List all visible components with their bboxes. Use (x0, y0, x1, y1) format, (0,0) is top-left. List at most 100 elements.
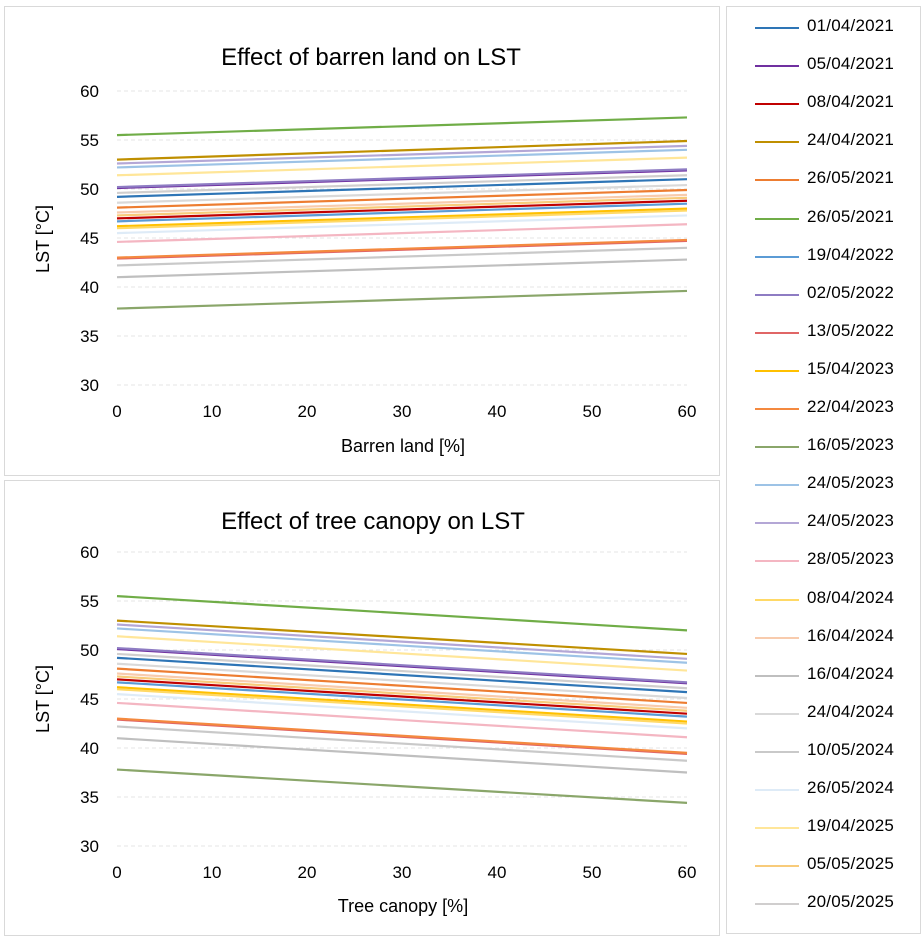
legend-label: 05/04/2021 (807, 54, 895, 74)
legend-label: 05/05/2025 (807, 854, 895, 874)
legend-swatch (755, 179, 799, 182)
y-tick-label: 50 (80, 180, 99, 199)
legend-swatch (755, 217, 799, 220)
y-tick-label: 60 (80, 82, 99, 101)
legend-item: 24/05/2023 (727, 506, 920, 540)
x-tick-label: 40 (488, 402, 507, 421)
series-line (116, 214, 688, 235)
legend-swatch (755, 293, 799, 296)
legend-item: 16/05/2023 (727, 430, 920, 464)
x-axis-label: Barren land [%] (341, 436, 465, 456)
legend-swatch (755, 560, 799, 563)
legend-label: 28/05/2023 (807, 549, 895, 569)
legend-item: 08/04/2024 (727, 583, 920, 617)
legend-item: 22/04/2023 (727, 392, 920, 426)
series-line (116, 678, 688, 715)
legend-swatch (755, 827, 799, 830)
legend-item: 24/04/2024 (727, 697, 920, 731)
legend-item: 26/05/2021 (727, 163, 920, 197)
legend-item: 01/04/2021 (727, 11, 920, 45)
legend-label: 15/04/2023 (807, 358, 895, 378)
legend-item: 26/05/2024 (727, 773, 920, 807)
series-line (116, 675, 688, 712)
legend-label: 02/05/2022 (807, 282, 895, 302)
legend-label: 19/04/2025 (807, 816, 895, 836)
series-line (116, 168, 688, 189)
legend-label: 26/05/2024 (807, 778, 895, 797)
legend-item: 05/05/2025 (727, 849, 920, 883)
x-tick-label: 20 (298, 863, 317, 882)
y-tick-label: 45 (80, 229, 99, 248)
legend-swatch (755, 674, 799, 677)
y-tick-label: 45 (80, 690, 99, 709)
series-line (116, 196, 688, 217)
series-line (116, 667, 688, 705)
y-axis-label: LST [°C] (33, 665, 53, 733)
y-tick-label: 40 (80, 278, 99, 297)
legend-item: 19/04/2025 (727, 811, 920, 845)
chart-legend: 01/04/2021 05/04/2021 08/04/2021 24/04/2021… (726, 6, 921, 934)
series-line (116, 183, 688, 204)
series-line (116, 116, 688, 137)
series-line (116, 768, 688, 804)
chart-title: Effect of barren land on LST (221, 44, 521, 71)
legend-item: 13/05/2022 (727, 316, 920, 350)
legend-swatch (755, 903, 799, 906)
legend-swatch (755, 598, 799, 601)
legend-swatch (755, 369, 799, 372)
x-tick-label: 30 (393, 402, 412, 421)
series-line (116, 199, 688, 220)
x-tick-label: 30 (393, 863, 412, 882)
legend-swatch (755, 331, 799, 334)
y-axis-label: LST [°C] (33, 205, 53, 273)
legend-swatch (755, 255, 799, 258)
barren-land-chart-panel: Effect of barren land on LST 30 35 40 45 50 5… (4, 6, 720, 476)
series-line (116, 174, 688, 195)
series-line (116, 686, 688, 723)
y-tick-label: 50 (80, 641, 99, 660)
x-tick-label: 10 (203, 863, 222, 882)
legend-label: 08/04/2021 (807, 92, 895, 112)
legend-swatch (755, 789, 799, 791)
x-tick-label: 60 (678, 402, 697, 421)
series-line (116, 289, 688, 310)
series-line (116, 193, 688, 214)
legend-item: 28/05/2023 (727, 544, 920, 578)
legend-label: 26/05/2021 (807, 206, 895, 226)
x-tick-label: 50 (583, 402, 602, 421)
legend-item: 24/05/2023 (727, 468, 920, 502)
series-line (116, 139, 688, 161)
series-line (116, 681, 688, 718)
y-tick-label: 30 (80, 837, 99, 856)
y-tick-label: 35 (80, 327, 99, 346)
series-line (116, 646, 688, 684)
y-tick-label: 40 (80, 739, 99, 758)
series-line (116, 258, 688, 279)
series-line (116, 595, 688, 632)
legend-swatch (755, 446, 799, 449)
legend-item: 24/04/2021 (727, 125, 920, 159)
legend-label: 16/04/2024 (807, 625, 895, 645)
legend-swatch (755, 65, 799, 68)
tree-canopy-chart-panel: Effect of tree canopy on LST 30 35 40 45 50 5… (4, 480, 720, 936)
legend-label: 16/04/2024 (807, 663, 895, 683)
y-tick-label: 55 (80, 131, 99, 150)
series-line (116, 693, 688, 730)
series-line (116, 652, 688, 690)
legend-label: 24/05/2023 (807, 473, 895, 493)
y-tick-label: 30 (80, 376, 99, 395)
series-line (116, 238, 688, 259)
legend-label: 19/04/2022 (807, 244, 895, 264)
series-line (116, 623, 688, 660)
legend-label: 10/05/2024 (807, 739, 895, 759)
legend-label: 13/05/2022 (807, 320, 895, 340)
y-tick-label: 60 (80, 543, 99, 562)
y-tick-label: 55 (80, 592, 99, 611)
tree-canopy-chart: Effect of tree canopy on LST 30 35 40 45 50 5… (33, 508, 696, 916)
legend-item: 15/04/2023 (727, 354, 920, 388)
legend-item: 16/04/2024 (727, 621, 920, 655)
x-tick-label: 50 (583, 863, 602, 882)
x-tick-label: 40 (488, 863, 507, 882)
series-line (116, 209, 688, 230)
legend-label: 24/04/2024 (807, 701, 895, 721)
